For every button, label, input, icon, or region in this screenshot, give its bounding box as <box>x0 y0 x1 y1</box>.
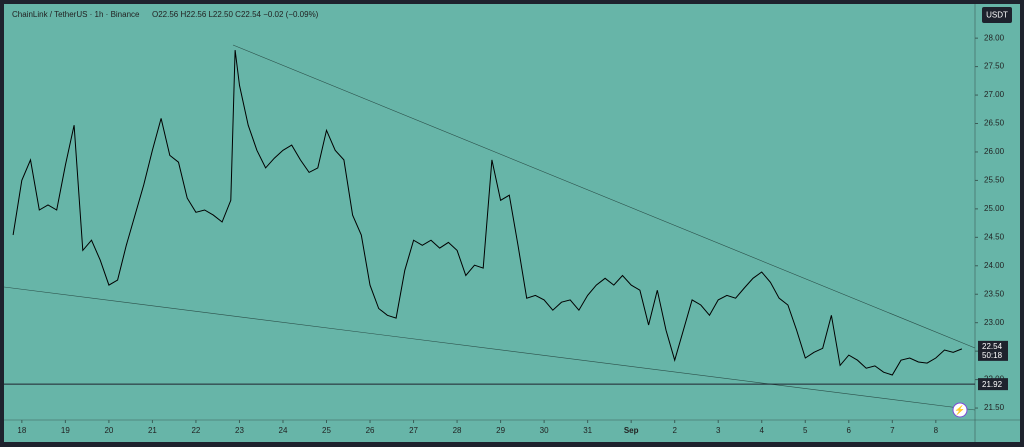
x-tick-label: 30 <box>540 426 549 435</box>
y-tick-label: 23.00 <box>984 318 1005 327</box>
x-tick-label: 29 <box>496 426 505 435</box>
trend-line-upper <box>232 44 976 349</box>
y-tick-label: 27.00 <box>984 90 1005 99</box>
horizontal-line-label: 21.92 <box>982 380 1003 389</box>
horizontal-line-tag <box>978 378 1008 391</box>
x-tick-label: 2 <box>672 426 677 435</box>
price-line <box>12 50 963 376</box>
x-tick-label: 6 <box>847 426 852 435</box>
alert-button[interactable] <box>952 402 968 418</box>
y-tick-label: 28.00 <box>984 33 1005 42</box>
x-tick-label: 4 <box>760 426 765 435</box>
x-tick-label: 24 <box>279 426 288 435</box>
x-tick-label: 22 <box>191 426 200 435</box>
x-tick-label: 31 <box>583 426 592 435</box>
x-tick-label: 5 <box>803 426 808 435</box>
y-tick-label: 27.50 <box>984 62 1005 71</box>
x-tick-label: 7 <box>890 426 895 435</box>
countdown-label: 50:18 <box>982 351 1003 360</box>
x-tick-label: 26 <box>366 426 375 435</box>
chart-background <box>4 4 1020 442</box>
y-tick-label: 25.00 <box>984 204 1005 213</box>
last-price-tag <box>978 340 1008 361</box>
chart-title: ChainLink / TetherUS · 1h · Binance <box>12 10 140 19</box>
currency-button[interactable] <box>982 7 1012 23</box>
y-tick-label: 21.50 <box>984 403 1005 412</box>
x-tick-label: Sep <box>624 426 639 435</box>
ohlc-values: O22.56 H22.56 L22.50 C22.54 −0.02 (−0.09… <box>152 10 319 19</box>
y-tick-label: 24.00 <box>984 261 1005 270</box>
y-tick-label: 26.00 <box>984 147 1005 156</box>
x-tick-label: 20 <box>104 426 113 435</box>
x-tick-label: 18 <box>17 426 26 435</box>
x-tick-label: 21 <box>148 426 157 435</box>
x-tick-label: 27 <box>409 426 418 435</box>
x-tick-label: 25 <box>322 426 331 435</box>
x-tick-label: 3 <box>716 426 721 435</box>
trend-line-lower <box>3 286 976 411</box>
x-tick-label: 28 <box>453 426 462 435</box>
alert-icon[interactable]: ⚡ <box>954 404 965 416</box>
y-tick-label: 26.50 <box>984 119 1005 128</box>
x-tick-label: 8 <box>934 426 939 435</box>
y-tick-label: 24.50 <box>984 232 1005 241</box>
x-tick-label: 19 <box>61 426 70 435</box>
last-price-label: 22.54 <box>982 342 1003 351</box>
currency-label[interactable]: USDT <box>986 11 1008 20</box>
x-tick-label: 23 <box>235 426 244 435</box>
y-tick-label: 23.50 <box>984 289 1005 298</box>
y-tick-label: 25.50 <box>984 176 1005 185</box>
